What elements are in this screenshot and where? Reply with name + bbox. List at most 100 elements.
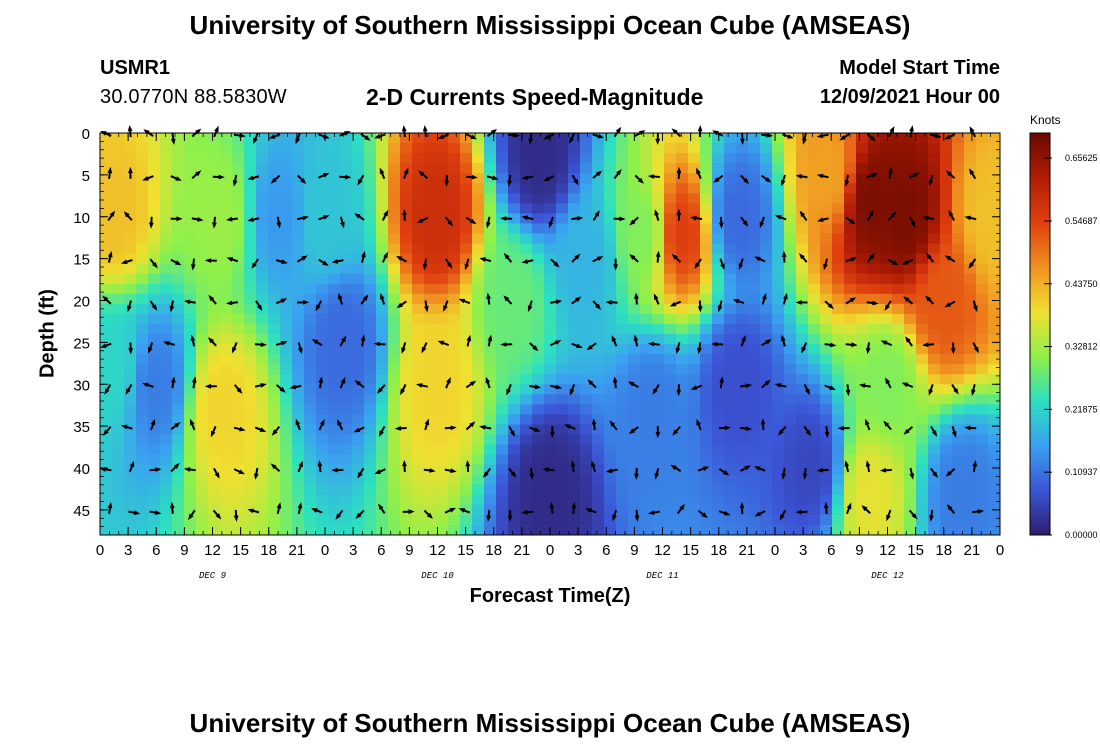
heatmap-cell [964, 354, 977, 365]
current-arrow [253, 132, 259, 145]
heatmap-cell [604, 153, 617, 164]
heatmap-cell [352, 283, 365, 295]
heatmap-cell [472, 354, 485, 365]
heatmap-cell [952, 243, 965, 255]
current-arrow [903, 296, 914, 305]
arrow-head [416, 383, 423, 388]
heatmap-cell [232, 334, 245, 345]
x-tick-label: 6 [827, 542, 835, 559]
heatmap-cell [148, 484, 161, 496]
heatmap-cell [112, 364, 125, 375]
heatmap-cell [292, 384, 305, 395]
heatmap-cell [160, 173, 173, 184]
heatmap-cell [820, 334, 833, 345]
arrow-head [443, 305, 448, 312]
heatmap-cell [604, 344, 617, 355]
current-arrow [169, 300, 175, 313]
heatmap-cell [184, 223, 197, 235]
heatmap-cell [496, 344, 509, 355]
current-arrow [865, 342, 871, 355]
arrow-head [208, 294, 215, 302]
heatmap-cell [364, 524, 377, 535]
current-arrow [403, 167, 409, 180]
heatmap-cell [268, 494, 281, 506]
heatmap-cell [220, 424, 233, 436]
current-arrow [592, 256, 604, 263]
heatmap-cell [424, 213, 437, 225]
current-arrow [318, 419, 325, 431]
current-arrow [297, 342, 303, 354]
heatmap-cell [388, 524, 401, 535]
current-arrow [102, 425, 112, 436]
heatmap-cell [220, 203, 233, 214]
heatmap-cell [724, 334, 737, 345]
heatmap-cell [520, 364, 533, 375]
arrow-head [827, 303, 834, 310]
heatmap-cell [292, 233, 305, 245]
heatmap-cell [820, 474, 833, 486]
heatmap-cell [772, 193, 785, 204]
heatmap-cell [172, 384, 185, 395]
heatmap-cell [820, 394, 833, 405]
heatmap-cell [760, 394, 773, 405]
heatmap-cell [712, 223, 725, 235]
heatmap-cell [628, 484, 641, 496]
heatmap-cell [304, 223, 317, 235]
current-arrow [908, 172, 920, 179]
heatmap-cell [772, 344, 785, 355]
heatmap-cell [724, 344, 737, 355]
heatmap-cell [712, 193, 725, 204]
heatmap-cell [340, 444, 353, 456]
heatmap-cell [964, 143, 977, 154]
arrow-head [694, 262, 700, 269]
arrow-head [492, 175, 499, 181]
heatmap-cell [220, 263, 233, 275]
y-tick-label: 35 [73, 419, 90, 436]
arrow-head [781, 250, 787, 257]
heatmap-cell [796, 303, 809, 315]
heatmap-cell [292, 494, 305, 506]
heatmap-cell [916, 524, 929, 535]
arrow-head [173, 462, 180, 469]
heatmap-cell [580, 524, 593, 535]
heatmap-cell [352, 223, 365, 235]
current-arrow [571, 296, 582, 305]
arrow-head [846, 502, 852, 510]
heatmap-cell [412, 183, 425, 194]
heatmap-cell [904, 153, 917, 164]
heatmap-cell [976, 474, 989, 486]
heatmap-cell [676, 344, 689, 355]
heatmap-cell [544, 253, 557, 265]
heatmap-cell [460, 454, 473, 466]
heatmap-cell [196, 374, 209, 385]
heatmap-cell [808, 524, 821, 535]
arrow-head [280, 298, 288, 304]
x-tick-label: 3 [349, 542, 357, 559]
heatmap-cell [292, 404, 305, 415]
heatmap-cell [604, 243, 617, 255]
arrow-head [587, 379, 594, 386]
current-arrow [191, 258, 196, 271]
heatmap-cell [520, 273, 533, 285]
heatmap-cell [196, 163, 209, 174]
heatmap-cell [808, 293, 821, 305]
heatmap-cell [796, 464, 809, 476]
heatmap-cell [508, 504, 521, 516]
heatmap-cell [460, 153, 473, 164]
heatmap-cell [436, 313, 449, 325]
heatmap-cell [352, 213, 365, 225]
heatmap-cell [868, 153, 881, 164]
heatmap-cell [580, 474, 593, 486]
heatmap-cell [652, 374, 665, 385]
arrow-head [543, 176, 550, 182]
heatmap-cell [208, 494, 221, 506]
heatmap-cell [328, 163, 341, 174]
heatmap-cell [316, 163, 329, 174]
heatmap-cell [904, 173, 917, 184]
heatmap-cell [604, 524, 617, 535]
current-arrow [655, 132, 661, 145]
heatmap-cell [940, 444, 953, 456]
heatmap-cell [112, 193, 125, 204]
current-arrow [107, 166, 113, 180]
heatmap-cell [400, 243, 413, 255]
